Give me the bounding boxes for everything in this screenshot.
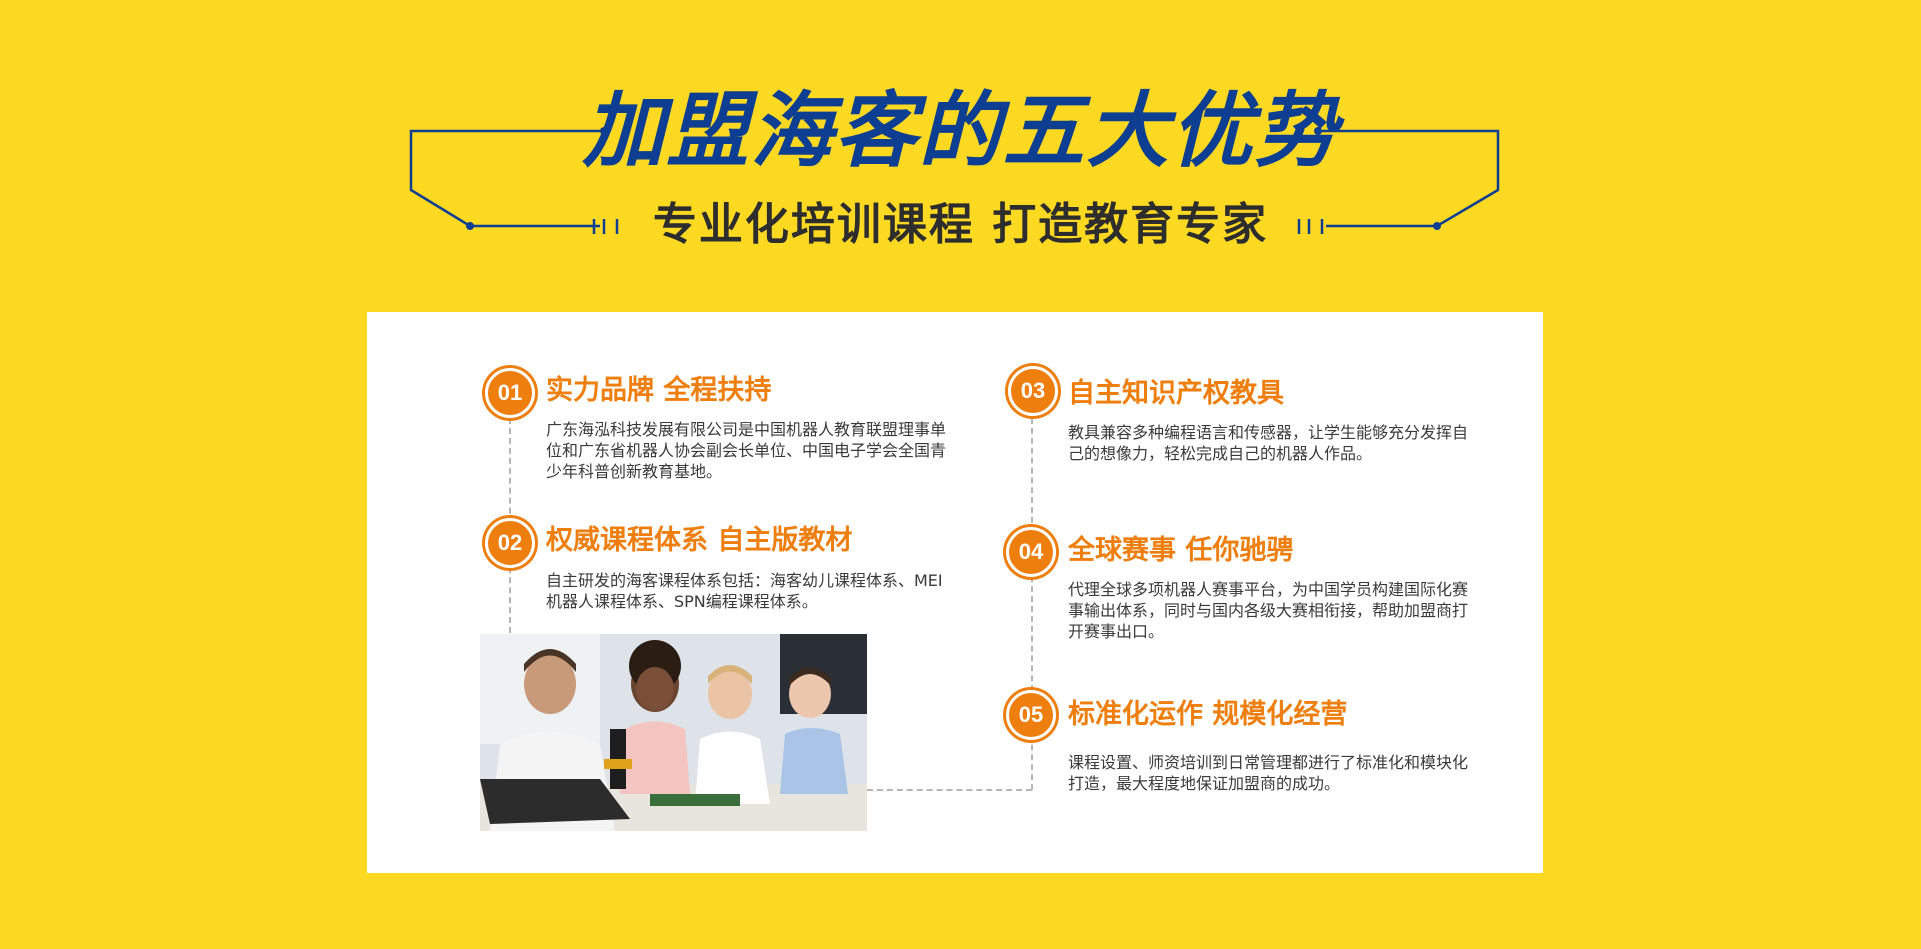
badge-05: 05 [1006, 690, 1056, 740]
right-bracket-line [1318, 129, 1500, 228]
advantage-title-02: 权威课程体系 自主版教材 [546, 525, 853, 556]
advantage-text-03: 教具兼容多种编程语言和传感器，让学生能够充分发挥自己的想像力，轻松完成自己的机器… [1068, 423, 1469, 463]
header-decoration [409, 127, 1500, 234]
page-title: 加盟海客的五大优势 [582, 84, 1339, 179]
badge-01: 01 [485, 368, 535, 418]
badge-02: 02 [485, 518, 535, 568]
advantage-text-01: 广东海泓科技发展有限公司是中国机器人教育联盟理事单位和广东省机器人协会副会长单位… [546, 420, 947, 481]
page-subtitle: 专业化培训课程 打造教育专家 [652, 199, 1269, 250]
advantage-title-04: 全球赛事 任你驰骋 [1068, 535, 1294, 566]
advantage-title-05: 标准化运作 规模化经营 [1068, 699, 1348, 730]
left-bracket-line [409, 129, 603, 228]
badge-04: 04 [1006, 527, 1056, 577]
advantage-title-01: 实力品牌 全程扶持 [546, 375, 772, 406]
advantage-title-03: 自主知识产权教具 [1068, 378, 1284, 409]
right-timeline [1031, 418, 1033, 790]
advantage-text-02: 自主研发的海客课程体系包括：海客幼儿课程体系、MEI机器人课程体系、SPN编程课… [546, 571, 943, 611]
badge-03: 03 [1008, 366, 1058, 416]
classroom-photo [480, 634, 867, 831]
advantage-text-05: 课程设置、师资培训到日常管理都进行了标准化和模块化打造，最大程度地保证加盟商的成… [1068, 753, 1469, 793]
advantage-text-04: 代理全球多项机器人赛事平台，为中国学员构建国际化赛事输出体系，同时与国内各级大赛… [1068, 580, 1469, 641]
photo-connector [867, 789, 1032, 791]
